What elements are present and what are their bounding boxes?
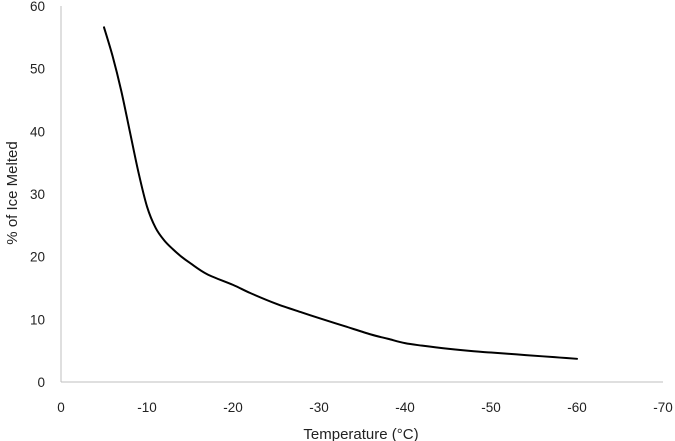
- y-tick-label: 60: [30, 0, 45, 14]
- x-axis-label: Temperature (°C): [303, 426, 418, 441]
- tick-labels: 0 -10 -20 -30 -40 -50 -60 -70 0 10 20 30 40 50 60: [30, 0, 673, 415]
- y-axis-title: % of Ice Melted: [4, 141, 21, 244]
- x-tick-label: -40: [395, 400, 415, 415]
- x-tick-label: -70: [653, 400, 673, 415]
- x-tick-label: -60: [567, 400, 587, 415]
- x-tick-label: 0: [57, 400, 65, 415]
- y-tick-label: 20: [30, 250, 45, 265]
- series-line: [103, 26, 578, 360]
- x-tick-label: -50: [481, 400, 501, 415]
- x-tick-label: -20: [223, 400, 243, 415]
- y-tick-label: 40: [30, 124, 45, 139]
- y-tick-label: 30: [30, 187, 45, 202]
- axes: [60, 6, 663, 383]
- y-tick-label: 50: [30, 62, 45, 77]
- y-tick-label: 10: [30, 312, 45, 327]
- x-tick-label: -10: [137, 400, 157, 415]
- series-group: [103, 26, 578, 360]
- y-tick-label: 0: [37, 375, 45, 390]
- x-tick-label: -30: [309, 400, 329, 415]
- y-axis-label: % of Ice Melted: [4, 141, 21, 244]
